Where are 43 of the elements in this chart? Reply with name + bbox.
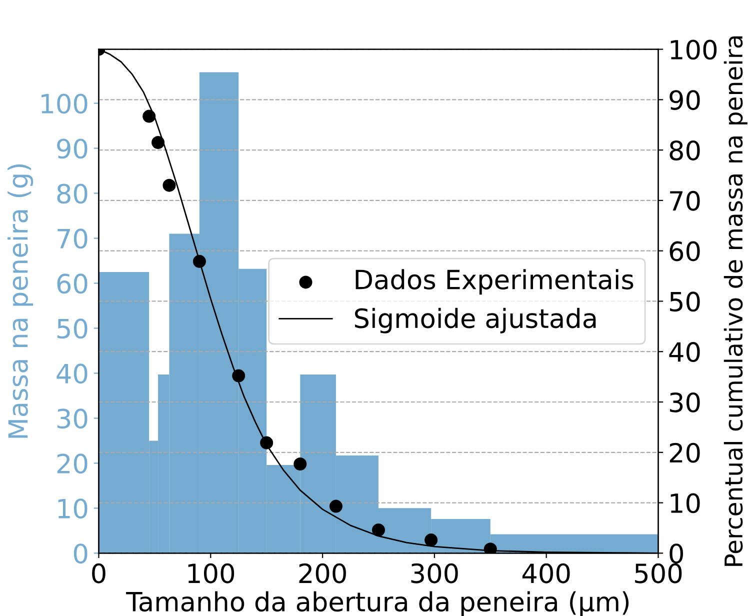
y-tick-label: 10 xyxy=(58,498,88,519)
y2-tick-label: 10 xyxy=(670,493,700,514)
point xyxy=(329,500,342,513)
y2-tick-label: 30 xyxy=(670,392,700,412)
y2-axis-title: Percentual cumulativo de massa na peneira xyxy=(724,36,748,566)
y2-tick-label: 80 xyxy=(670,140,700,160)
y-tick-label: 100 xyxy=(42,94,88,114)
point xyxy=(232,369,246,382)
y-tick-label: 60 xyxy=(57,274,88,294)
y2-tick-label: 20 xyxy=(670,442,700,463)
y-tick-label: 70 xyxy=(58,228,88,249)
legend-label: Dados Experimentais xyxy=(356,269,634,295)
point xyxy=(294,457,307,470)
point xyxy=(484,542,497,554)
y2-tick-label: 90 xyxy=(670,90,700,110)
point xyxy=(152,136,165,150)
x-tick-label: 100 xyxy=(188,563,234,584)
y-tick-label: 80 xyxy=(57,184,88,204)
point xyxy=(424,534,438,547)
y2-tick-label: 100 xyxy=(670,40,717,60)
point xyxy=(260,436,274,450)
point xyxy=(142,110,156,123)
point xyxy=(162,178,176,192)
y2-tick-label: 0 xyxy=(670,544,683,564)
x-tick-label: 200 xyxy=(299,563,346,584)
legend-label: Sigmoide ajustada xyxy=(354,308,596,334)
x-tick-label: 400 xyxy=(522,563,570,584)
y-axis-title: Massa na peneira (g) xyxy=(8,164,34,438)
y-tick-label: 40 xyxy=(56,364,88,384)
x-tick-label: 0 xyxy=(92,563,106,584)
y-tick-label: 30 xyxy=(57,408,88,429)
y-tick-label: 50 xyxy=(57,318,88,339)
x-tick-label: 300 xyxy=(411,563,458,584)
y-tick-label: 20 xyxy=(57,454,88,474)
point xyxy=(372,523,385,536)
y-tick-label: 90 xyxy=(57,138,88,159)
y2-tick-label: 60 xyxy=(670,241,700,262)
y2-tick-label: 40 xyxy=(669,342,700,362)
y-tick-label: 0 xyxy=(74,544,88,564)
point xyxy=(192,254,206,268)
y2-tick-label: 70 xyxy=(670,190,700,211)
y2-tick-label: 50 xyxy=(670,292,700,312)
x-tick-label: 500 xyxy=(635,563,682,584)
